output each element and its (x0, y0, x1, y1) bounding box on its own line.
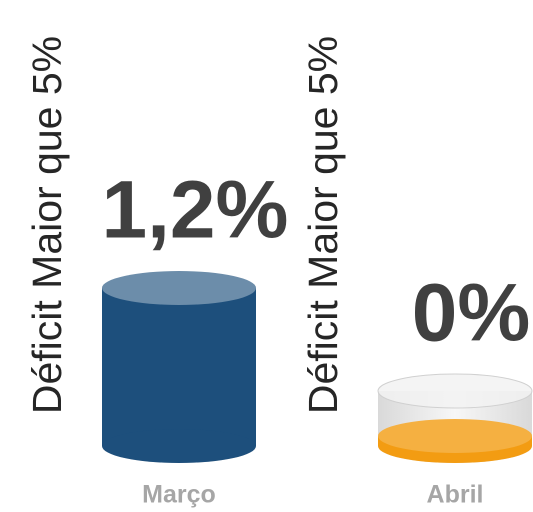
y-axis-label: Déficit Maior que 5% (24, 36, 70, 414)
cylinder-shell-top (377, 373, 533, 409)
value-label: 1,2% (102, 165, 289, 256)
x-tick-label: Abril (427, 481, 484, 509)
bar-bottom (102, 429, 256, 463)
value-label: 0% (412, 268, 531, 359)
bar-top (378, 419, 532, 453)
bar-top (102, 271, 256, 305)
bar (102, 288, 256, 446)
y-axis-label: Déficit Maior que 5% (300, 36, 346, 414)
x-tick-label: Março (142, 481, 216, 509)
